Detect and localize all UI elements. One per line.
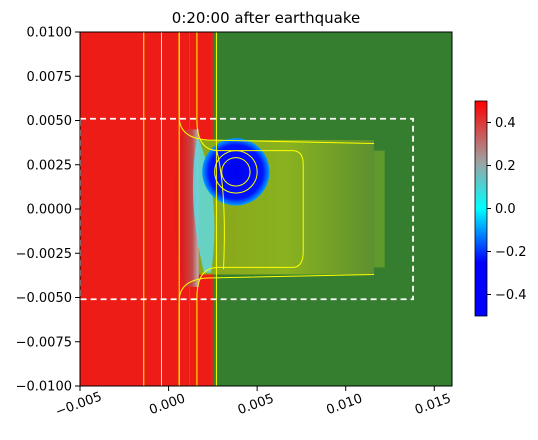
y-tick-label: 0.0025	[27, 158, 73, 173]
x-tick-label: 0.005	[236, 391, 276, 418]
y-tick-label: 0.0100	[27, 26, 73, 41]
x-tick-label: 0.000	[147, 391, 187, 418]
field-cyan-band	[192, 138, 215, 273]
plot-area	[80, 32, 452, 386]
field-left-high	[80, 32, 190, 386]
y-axis: 0.0100 0.0075 0.0050 0.0025 0.0000 −0.0025 −0.…	[16, 26, 80, 395]
x-axis: −0.005 0.000 0.005 0.010 0.015	[54, 386, 453, 420]
y-tick-label: −0.0050	[16, 291, 72, 306]
x-tick-label: 0.015	[413, 391, 453, 418]
y-tick-label: −0.0075	[16, 335, 72, 350]
dashed-box	[80, 117, 414, 301]
chart-title: 0:20:00 after earthquake	[172, 9, 360, 27]
contour-curve-2	[196, 32, 304, 386]
contour-curve-3	[215, 148, 225, 270]
y-tick-label: 0.0000	[27, 203, 73, 218]
y-tick-label: −0.0100	[16, 380, 72, 395]
colorbar-ticks: 0.4 0.2 0.0 −0.2 −0.4	[487, 116, 527, 303]
colorbar-tick-label: 0.2	[495, 159, 516, 174]
x-tick-label: 0.010	[324, 391, 364, 418]
y-tick-label: 0.0075	[27, 70, 73, 85]
mound	[202, 138, 270, 206]
colorbar-gradient	[474, 100, 488, 317]
contour-ring-1	[221, 157, 251, 187]
colorbar-tick-label: −0.2	[495, 245, 527, 260]
contour-curve-1	[178, 273, 375, 386]
colorbar-tick-label: 0.4	[495, 116, 516, 131]
colorbar-tick-label: −0.4	[495, 288, 527, 303]
y-tick-label: −0.0025	[16, 247, 72, 262]
colorbar-tick-label: 0.0	[495, 202, 516, 217]
field-mid-edge	[374, 150, 385, 268]
contour-curve-0	[178, 32, 375, 145]
y-tick-label: 0.0050	[27, 114, 73, 129]
colorbar: 0.4 0.2 0.0 −0.2 −0.4	[474, 100, 527, 317]
